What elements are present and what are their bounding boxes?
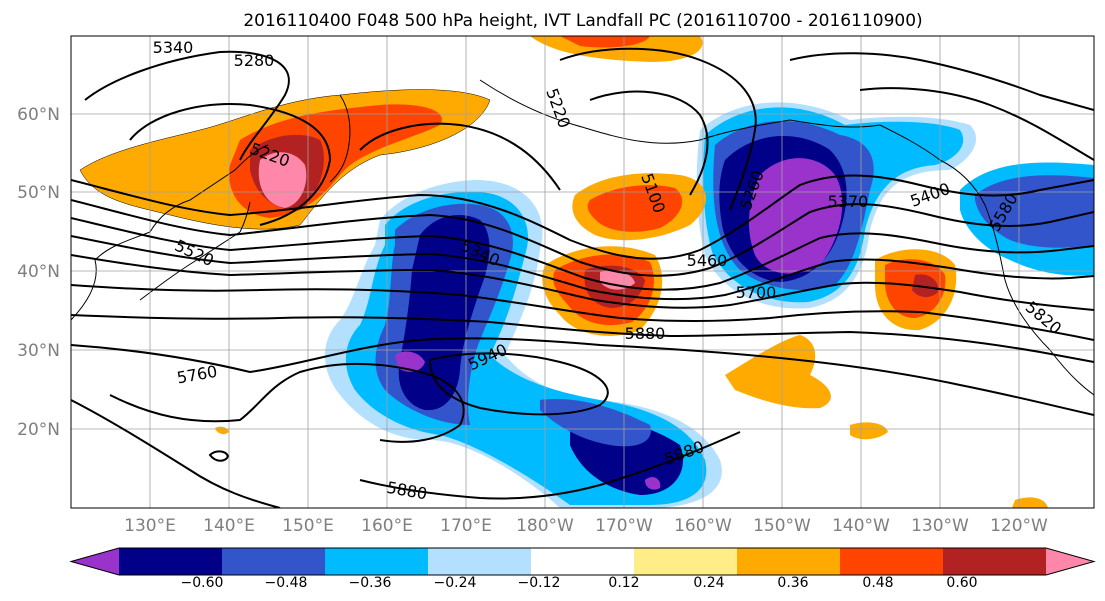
colorbar-swatch [840, 548, 944, 575]
height-contour [71, 174, 1094, 260]
lon-label: 180°W [516, 516, 574, 536]
lon-label: 130°W [911, 516, 969, 536]
colorbar-tick-label: −0.60 [181, 575, 224, 591]
height-contour [428, 352, 609, 416]
lon-label: 160°E [361, 516, 413, 536]
lon-label: 170°W [595, 516, 653, 536]
height-contour [71, 199, 1094, 277]
colorbar-tick-labels: −0.60 −0.48 −0.36 −0.24 −0.12 0.12 0.24 … [181, 575, 978, 591]
negative-anomaly-region [645, 477, 661, 490]
colorbar-swatch [222, 548, 326, 575]
lon-label: 140°W [832, 516, 890, 536]
negative-anomaly-region [540, 399, 651, 447]
kamchatka-coastline [329, 94, 351, 183]
japan-coastline [139, 201, 251, 301]
height-contour [71, 235, 1094, 301]
positive-anomaly-region [587, 185, 683, 232]
height-contour [71, 217, 1094, 291]
positive-anomaly-region [215, 426, 229, 435]
lat-label: 20°N [17, 420, 60, 440]
height-contours [71, 47, 1094, 508]
positive-anomaly-region [258, 152, 307, 208]
asia-coastline [71, 144, 269, 321]
colorbar-swatch [634, 548, 738, 575]
contour-label: 5460 [687, 251, 728, 270]
contour-label: 5280 [234, 51, 275, 70]
colorbar: −0.60 −0.48 −0.36 −0.24 −0.12 0.12 0.24 … [69, 547, 1096, 591]
height-contour [789, 52, 1094, 111]
positive-anomaly-region [912, 274, 939, 298]
height-contour [109, 362, 465, 443]
negative-anomaly-region [975, 175, 1094, 248]
negative-anomaly-region [395, 351, 425, 372]
height-contour [559, 47, 757, 211]
height-contour [84, 50, 290, 161]
lon-label: 160°W [674, 516, 732, 536]
height-contour [359, 122, 561, 191]
contour-label: 5700 [736, 283, 777, 302]
lat-label: 30°N [17, 341, 60, 361]
lon-label: 170°E [440, 516, 492, 536]
colorbar-swatch [325, 548, 429, 575]
height-contour [129, 103, 332, 226]
colorbar-tick-label: 0.24 [693, 575, 724, 591]
colorbar-tick-label: −0.36 [349, 575, 392, 591]
height-contour [859, 87, 1094, 161]
colorbar-tick-label: 0.60 [946, 575, 977, 591]
colorbar-low-extension [71, 548, 119, 575]
contour-label: 5370 [828, 192, 869, 211]
colorbar-swatch [943, 548, 1047, 575]
positive-anomaly-region [600, 270, 635, 290]
lon-label: 120°W [990, 516, 1048, 536]
height-contour [71, 254, 1094, 311]
colorbar-tick-label: 0.36 [777, 575, 808, 591]
height-contour [359, 431, 741, 500]
height-contour [208, 450, 230, 462]
colorbar-swatch [531, 548, 635, 575]
lon-label: 150°E [282, 516, 334, 536]
colorbar-tick-label: −0.12 [518, 575, 561, 591]
negative-anomaly-region [748, 158, 843, 274]
colorbar-tick-label: 0.12 [608, 575, 639, 591]
lon-label: 130°E [124, 516, 176, 536]
height-contour [589, 90, 709, 196]
figure-title: 2016110400 F048 500 hPa height, IVT Land… [243, 11, 922, 31]
latitude-labels: 60°N 50°N 40°N 30°N 20°N [17, 105, 60, 440]
map-panel: 5340 5280 5220 5520 5340 5220 5100 5260 … [17, 35, 1095, 536]
contour-label: 5880 [625, 324, 666, 343]
colorbar-swatch [428, 548, 532, 575]
colorbar-high-extension [1046, 548, 1094, 575]
colorbar-swatches [69, 547, 1096, 576]
height-contour [71, 399, 281, 508]
colorbar-tick-label: −0.48 [265, 575, 308, 591]
positive-anomaly-region [725, 335, 831, 409]
longitude-labels: 130°E 140°E 150°E 160°E 170°E 180°W 170°… [124, 516, 1048, 536]
positive-anomaly-region [850, 422, 888, 440]
map-frame [70, 35, 1095, 509]
lon-label: 140°E [203, 516, 255, 536]
lat-label: 60°N [17, 105, 60, 125]
height-contour [71, 314, 1094, 363]
lon-label: 150°W [753, 516, 811, 536]
positive-anomaly-region [1012, 497, 1048, 508]
lat-label: 50°N [17, 183, 60, 203]
colorbar-outline [69, 547, 1096, 576]
colorbar-tick-label: −0.24 [434, 575, 477, 591]
contour-label: 5340 [153, 38, 194, 57]
height-contour [71, 337, 1094, 416]
colorbar-tick-label: 0.48 [862, 575, 893, 591]
lat-label: 40°N [17, 262, 60, 282]
positive-anomaly-region [560, 36, 650, 48]
colorbar-swatch [119, 548, 223, 575]
height-contour [71, 284, 1094, 341]
colorbar-swatch [737, 548, 841, 575]
